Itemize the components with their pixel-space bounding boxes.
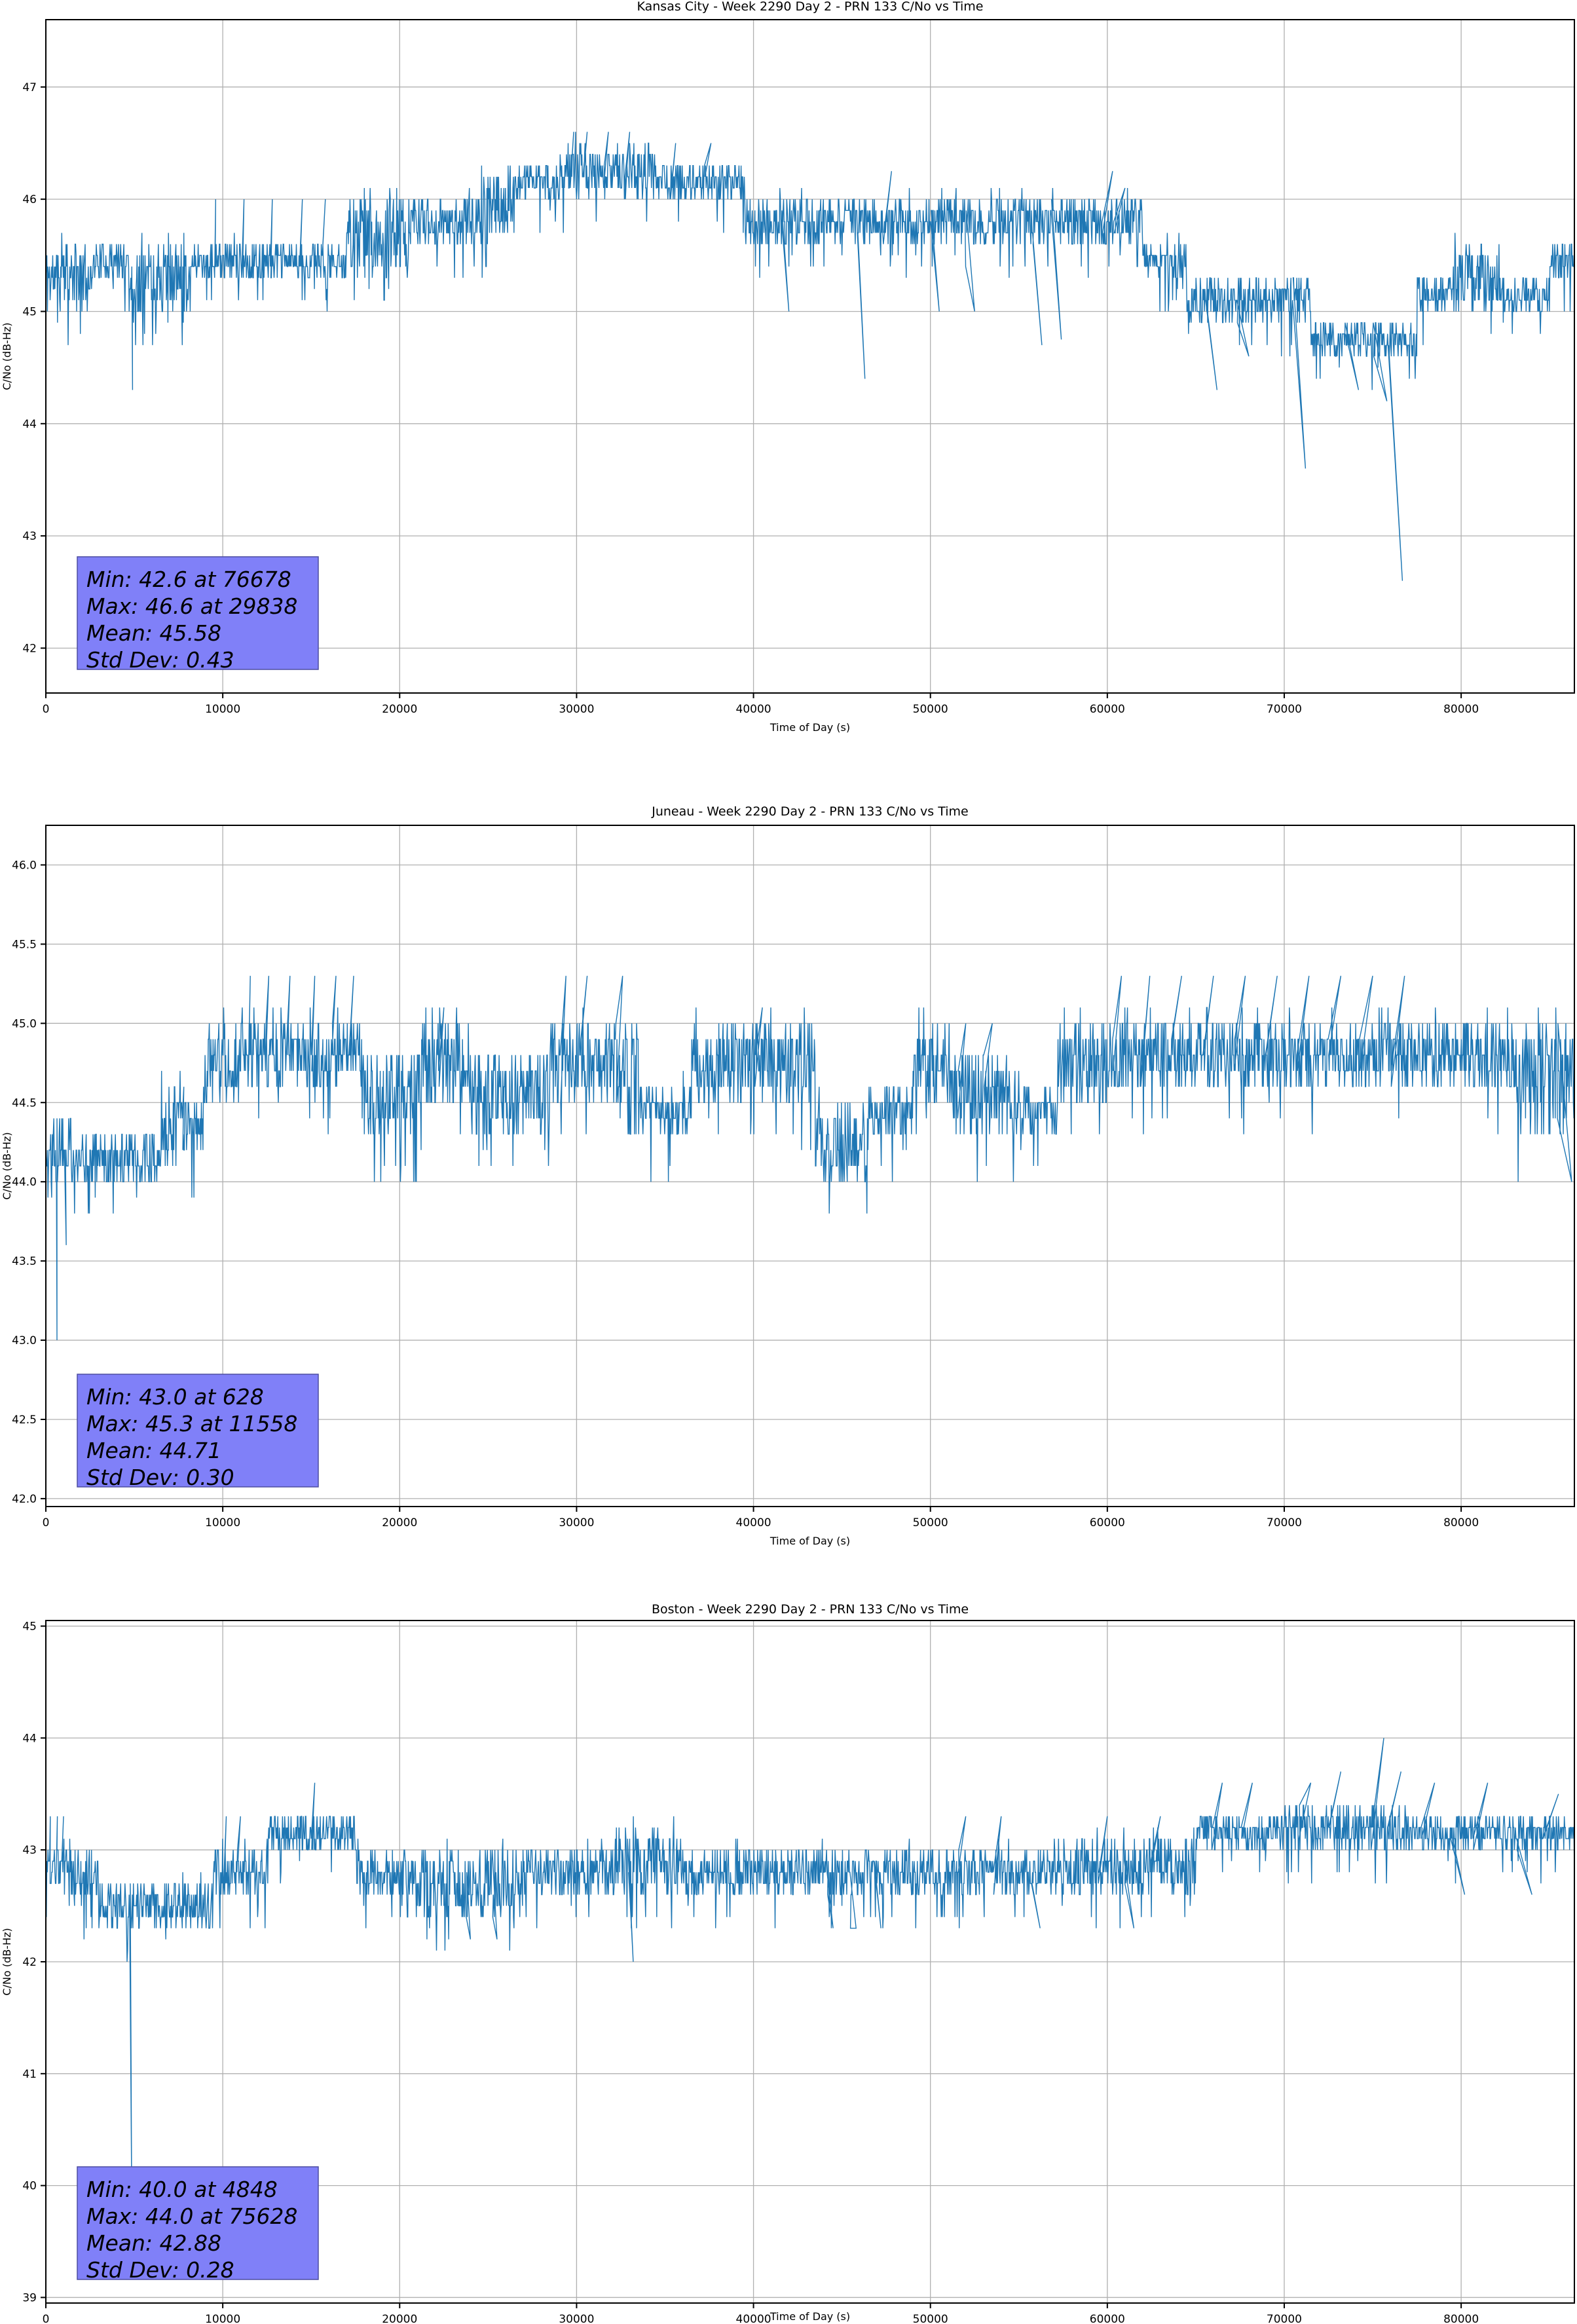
stats-line: Std Dev: 0.30: [86, 1465, 234, 1490]
x-tick-label: 20000: [382, 1516, 417, 1529]
stats-line: Std Dev: 0.28: [86, 2257, 234, 2283]
stats-line: Max: 46.6 at 29838: [86, 593, 297, 619]
x-tick-label: 0: [43, 1516, 50, 1529]
y-tick-label: 42: [22, 1956, 37, 1969]
axes-frame: [45, 825, 1575, 1507]
x-tick-label: 10000: [205, 1516, 240, 1529]
x-tick-label: 70000: [1267, 703, 1302, 716]
x-tick-label: 50000: [913, 703, 948, 716]
stats-line: Max: 45.3 at 11558: [86, 1411, 297, 1436]
x-axis-label: Time of Day (s): [770, 1535, 850, 1547]
y-tick-label: 42: [22, 642, 37, 655]
x-tick-label: 30000: [559, 2313, 594, 2324]
y-tick-label: 44.5: [12, 1096, 37, 1110]
tick-marks: [41, 1625, 1462, 2308]
x-tick-label: 80000: [1443, 1516, 1479, 1529]
x-tick-label: 50000: [913, 2313, 948, 2324]
figure-kansas-city: 0 10000 20000 30000 40000 50000 60000 70000 8000…: [0, 0, 1577, 775]
cno-data-line: [45, 132, 1574, 581]
x-tick-label: 40000: [736, 703, 771, 716]
tick-marks: [41, 86, 1462, 698]
y-tick-label: 43: [22, 530, 37, 543]
y-axis-label: C/No (dB-Hz): [1, 1928, 13, 1995]
x-tick-label: 20000: [382, 2313, 417, 2324]
juneau-cno-chart: 0 10000 20000 30000 40000 50000 60000 70000 8000…: [0, 775, 1577, 1550]
y-tick-label: 45.5: [12, 938, 37, 951]
y-tick-label: 47: [22, 81, 37, 94]
y-tick-label: 40: [22, 2180, 37, 2193]
stats-line: Max: 44.0 at 75628: [86, 2203, 297, 2229]
x-axis-label: Time of Day (s): [770, 721, 850, 734]
y-tick-label: 39: [22, 2291, 37, 2304]
chart-title: Juneau - Week 2290 Day 2 - PRN 133 C/No …: [651, 804, 969, 819]
y-tick-label: 45: [22, 305, 37, 318]
y-axis-label: C/No (dB-Hz): [1, 322, 13, 390]
tick-labels: 0 10000 20000 30000 40000 50000 60000 70000 8000…: [22, 81, 1479, 716]
x-tick-label: 30000: [559, 1516, 594, 1529]
chart-title: Kansas City - Week 2290 Day 2 - PRN 133 …: [637, 0, 984, 14]
x-tick-label: 60000: [1090, 1516, 1125, 1529]
y-tick-label: 43.0: [12, 1334, 37, 1347]
stats-line: Min: 43.0 at 628: [86, 1384, 264, 1410]
y-axis-label: C/No (dB-Hz): [1, 1132, 13, 1199]
x-axis-label: Time of Day (s): [770, 2310, 850, 2323]
y-tick-label: 44: [22, 1732, 37, 1745]
y-tick-label: 42.5: [12, 1414, 37, 1427]
boston-cno-chart: 0 10000 20000 30000 40000 50000 60000 70000 8000…: [0, 1550, 1577, 2324]
y-tick-label: 44: [22, 418, 37, 431]
x-tick-label: 50000: [913, 1516, 948, 1529]
x-tick-label: 80000: [1443, 2313, 1479, 2324]
kansas-city-cno-chart: 0 10000 20000 30000 40000 50000 60000 70000 8000…: [0, 0, 1577, 775]
y-tick-label: 46.0: [12, 859, 37, 872]
stats-line: Mean: 45.58: [86, 620, 221, 646]
x-tick-label: 70000: [1267, 2313, 1302, 2324]
y-tick-label: 43.5: [12, 1255, 37, 1268]
stats-line: Min: 42.6 at 76678: [86, 567, 291, 592]
stats-line: Min: 40.0 at 4848: [86, 2177, 278, 2202]
stats-line: Mean: 44.71: [86, 1438, 221, 1463]
x-tick-label: 80000: [1443, 703, 1479, 716]
y-tick-label: 44.0: [12, 1176, 37, 1189]
x-tick-label: 60000: [1090, 703, 1125, 716]
y-tick-label: 42.0: [12, 1493, 37, 1506]
grid-lines: [45, 20, 1574, 693]
x-tick-label: 20000: [382, 703, 417, 716]
x-tick-label: 30000: [559, 703, 594, 716]
stats-line: Std Dev: 0.43: [86, 647, 234, 673]
x-tick-label: 60000: [1090, 2313, 1125, 2324]
stats-line: Mean: 42.88: [86, 2230, 221, 2256]
y-tick-label: 46: [22, 193, 37, 206]
x-tick-label: 0: [43, 703, 50, 716]
x-tick-label: 70000: [1267, 1516, 1302, 1529]
x-tick-label: 40000: [736, 1516, 771, 1529]
x-tick-label: 10000: [205, 703, 240, 716]
x-tick-label: 0: [43, 2313, 50, 2324]
figure-juneau: 0 10000 20000 30000 40000 50000 60000 70000 8000…: [0, 775, 1577, 1550]
y-tick-label: 41: [22, 2068, 37, 2081]
y-tick-label: 45.0: [12, 1017, 37, 1030]
x-tick-label: 10000: [205, 2313, 240, 2324]
tick-labels: 0 10000 20000 30000 40000 50000 60000 70000 8000…: [12, 859, 1479, 1529]
figure-boston: 0 10000 20000 30000 40000 50000 60000 70000 8000…: [0, 1550, 1577, 2324]
cno-data-line: [45, 975, 1575, 1341]
tick-labels: 0 10000 20000 30000 40000 50000 60000 70000 8000…: [22, 1621, 1479, 2324]
y-tick-label: 43: [22, 1844, 37, 1857]
x-tick-label: 40000: [736, 2313, 771, 2324]
chart-title: Boston - Week 2290 Day 2 - PRN 133 C/No …: [652, 1602, 969, 1617]
axes-frame: [45, 19, 1575, 694]
y-tick-label: 45: [22, 1621, 37, 1634]
tick-marks: [41, 864, 1462, 1512]
cno-data-line: [45, 1738, 1575, 2186]
